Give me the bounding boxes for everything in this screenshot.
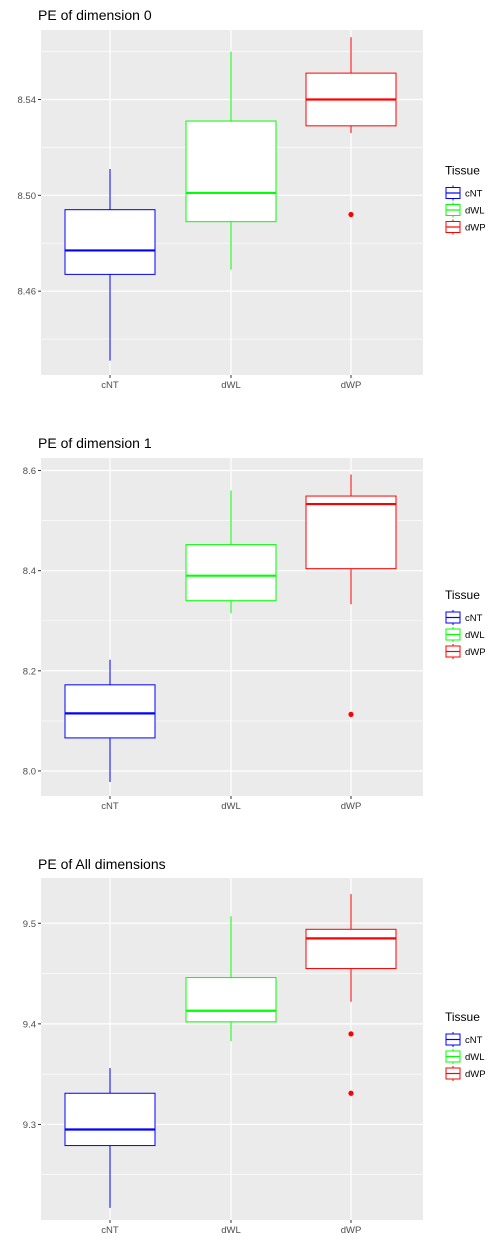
x-tick-label: cNT [101,1225,119,1236]
legend-title: Tissue [445,588,480,602]
legend-key-cNT [445,610,461,625]
x-tick-label: dWL [221,1225,241,1236]
legend-key-dWL [445,1049,461,1064]
chart-title: PE of dimension 1 [38,435,152,451]
outlier-point [348,1090,354,1096]
box-body [64,684,156,739]
legend-label: dWL [465,206,485,217]
y-tick-label: 8.0 [23,766,36,777]
legend-label: dWP [465,223,486,234]
legend-key-dWP [445,219,461,235]
legend: Tissue cNT dWL dWP [445,1010,486,1081]
legend-label: dWP [465,647,486,658]
y-tick-label: 9.3 [23,1120,36,1131]
outlier-point [348,1031,354,1037]
legend-label: cNT [465,189,483,200]
box-cNT [64,168,156,361]
x-tick-label: dWP [341,380,362,391]
legend-label: cNT [465,1035,483,1046]
legend-key-dWL [445,202,461,218]
y-tick-label: 8.50 [18,191,37,202]
legend: Tissue cNT dWL dWP [445,164,486,235]
box-body [305,495,397,570]
legend-key-cNT [445,185,461,201]
legend-label: dWP [465,1069,486,1080]
legend-key-dWP [445,1066,461,1081]
y-tick-label: 8.6 [23,466,36,477]
legend-title: Tissue [445,1010,480,1024]
y-tick-label: 8.54 [18,95,37,106]
legend: Tissue cNT dWL dWP [445,588,486,659]
outlier-point [348,711,354,717]
y-tick-label: 9.5 [23,919,36,930]
boxplot-chart-all-dimensions: PE of All dimensions 9.3 9.4 9.5 cNT dWL dWP Ti… [0,838,504,1243]
x-tick-label: dWP [341,1225,362,1236]
box-body [305,928,397,970]
box-dWP [305,894,397,1096]
box-body [185,977,277,1023]
y-tick-label: 9.4 [23,1019,36,1030]
legend-key-dWP [445,644,461,659]
box-dWL [185,490,277,614]
x-tick-label: cNT [101,801,119,812]
outlier-point [348,211,354,218]
box-dWL [185,51,277,270]
legend-label: cNT [465,613,483,624]
legend-key-dWL [445,627,461,642]
x-tick-label: dWP [341,801,362,812]
legend-key-cNT [445,1032,461,1047]
box-body [185,120,277,223]
box-cNT [64,659,156,782]
box-body [185,544,277,602]
boxplot-chart-dimension-1: PE of dimension 1 8.0 8.2 8.4 8.6 cNT dWL dWP Ti… [0,418,504,828]
box-body [64,209,156,275]
box-dWP [305,474,397,717]
chart-title: PE of All dimensions [38,856,166,872]
legend-label: dWL [465,1052,485,1063]
x-tick-label: cNT [101,380,119,391]
box-body [64,1092,156,1147]
y-tick-label: 8.2 [23,666,36,677]
legend-title: Tissue [445,164,480,178]
y-tick-label: 8.4 [23,566,36,577]
boxplot-chart-dimension-0: PE of dimension 0 8.46 8.50 8.54 cNT dWL dWP Ti… [0,0,504,400]
box-dWP [305,37,397,218]
y-tick-label: 8.46 [18,287,37,298]
x-tick-label: dWL [221,380,241,391]
legend-label: dWL [465,630,485,641]
chart-title: PE of dimension 0 [38,7,152,23]
box-dWL [185,916,277,1041]
box-cNT [64,1068,156,1208]
x-tick-label: dWL [221,801,241,812]
